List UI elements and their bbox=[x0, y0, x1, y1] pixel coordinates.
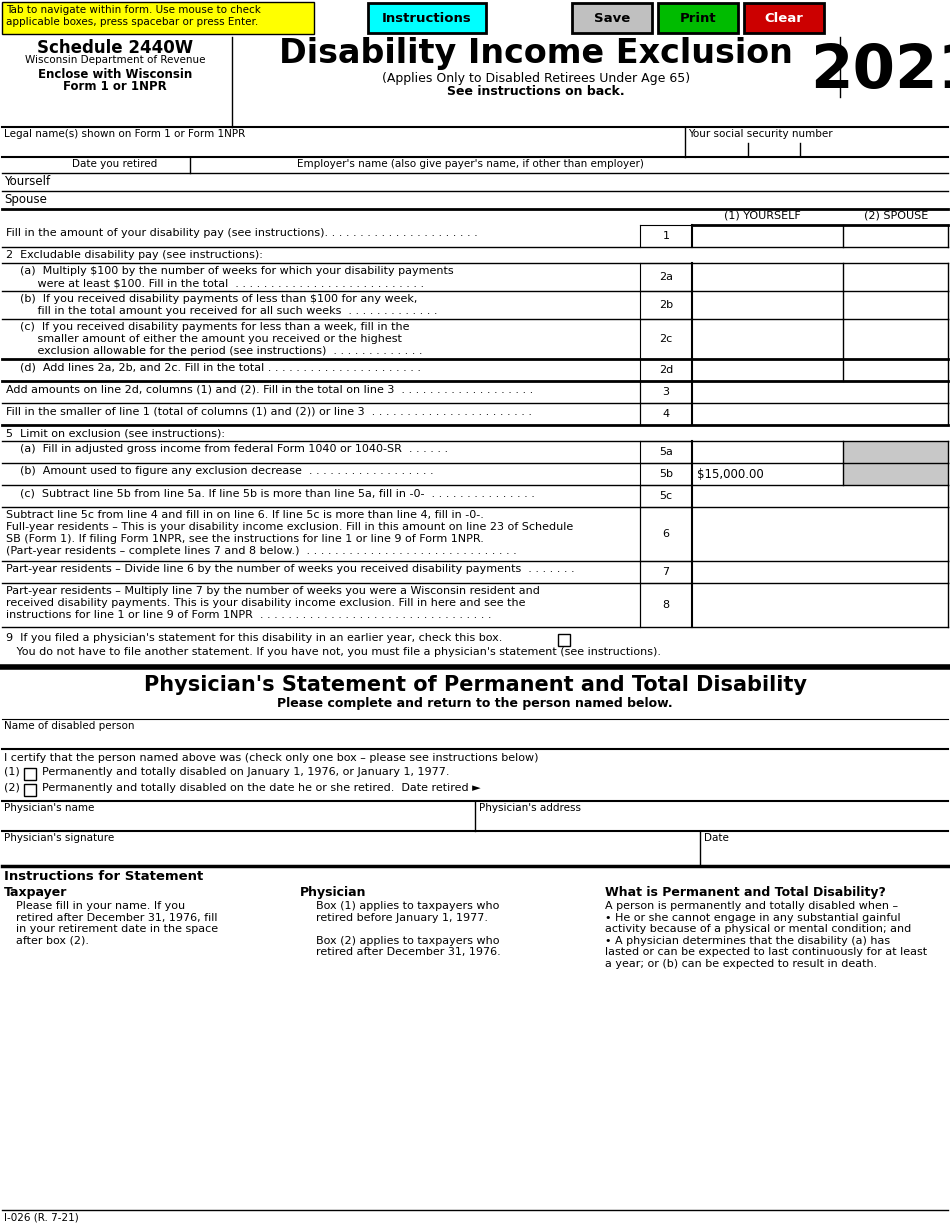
Text: instructions for line 1 or line 9 of Form 1NPR  . . . . . . . . . . . . . . . . : instructions for line 1 or line 9 of For… bbox=[6, 610, 491, 620]
Text: Instructions: Instructions bbox=[382, 11, 472, 25]
Text: (1) YOURSELF: (1) YOURSELF bbox=[724, 212, 800, 221]
Text: 5b: 5b bbox=[659, 469, 673, 478]
Text: Fill in the smaller of line 1 (total of columns (1) and (2)) or line 3  . . . . : Fill in the smaller of line 1 (total of … bbox=[6, 406, 532, 416]
Bar bbox=[2, 2, 314, 34]
Text: Enclose with Wisconsin: Enclose with Wisconsin bbox=[38, 68, 192, 81]
Text: fill in the total amount you received for all such weeks  . . . . . . . . . . . : fill in the total amount you received fo… bbox=[6, 306, 438, 316]
Text: (a)  Multiply $100 by the number of weeks for which your disability payments: (a) Multiply $100 by the number of weeks… bbox=[6, 266, 454, 276]
Text: 4: 4 bbox=[662, 410, 670, 419]
Bar bbox=[658, 2, 738, 33]
Text: (b)  Amount used to figure any exclusion decrease  . . . . . . . . . . . . . . .: (b) Amount used to figure any exclusion … bbox=[6, 466, 433, 476]
Text: (Part-year residents – complete lines 7 and 8 below.)  . . . . . . . . . . . . .: (Part-year residents – complete lines 7 … bbox=[6, 546, 517, 556]
Text: Please complete and return to the person named below.: Please complete and return to the person… bbox=[277, 697, 673, 710]
Text: Clear: Clear bbox=[765, 11, 804, 25]
Text: Add amounts on line 2d, columns (1) and (2). Fill in the total on line 3  . . . : Add amounts on line 2d, columns (1) and … bbox=[6, 384, 533, 394]
Text: Permanently and totally disabled on the date he or she retired.  Date retired ►: Permanently and totally disabled on the … bbox=[42, 784, 481, 793]
Bar bbox=[843, 442, 948, 462]
Text: 2021: 2021 bbox=[810, 42, 950, 101]
Text: applicable boxes, press spacebar or press Enter.: applicable boxes, press spacebar or pres… bbox=[6, 17, 258, 27]
Text: Box (1) applies to taxpayers who
retired before January 1, 1977.

Box (2) applie: Box (1) applies to taxpayers who retired… bbox=[316, 902, 501, 957]
Text: Physician's name: Physician's name bbox=[4, 803, 94, 813]
Text: 2a: 2a bbox=[659, 272, 673, 282]
Text: Physician's signature: Physician's signature bbox=[4, 833, 114, 843]
Text: Subtract line 5c from line 4 and fill in on line 6. If line 5c is more than line: Subtract line 5c from line 4 and fill in… bbox=[6, 510, 484, 520]
Text: 9  If you filed a physician's statement for this disability in an earlier year, : 9 If you filed a physician's statement f… bbox=[6, 633, 503, 643]
Text: 6: 6 bbox=[662, 529, 670, 539]
Text: 8: 8 bbox=[662, 600, 670, 610]
Text: See instructions on back.: See instructions on back. bbox=[447, 85, 625, 98]
Text: SB (Form 1). If filing Form 1NPR, see the instructions for line 1 or line 9 of F: SB (Form 1). If filing Form 1NPR, see th… bbox=[6, 534, 484, 544]
Text: Yourself: Yourself bbox=[4, 175, 50, 188]
Text: What is Permanent and Total Disability?: What is Permanent and Total Disability? bbox=[605, 886, 885, 899]
Text: 1: 1 bbox=[662, 231, 670, 241]
Text: Your social security number: Your social security number bbox=[688, 129, 832, 139]
Text: Part-year residents – Multiply line 7 by the number of weeks you were a Wisconsi: Part-year residents – Multiply line 7 by… bbox=[6, 585, 540, 597]
Bar bbox=[24, 768, 36, 780]
Text: Date: Date bbox=[704, 833, 729, 843]
Bar bbox=[368, 2, 486, 33]
Text: Date you retired: Date you retired bbox=[72, 159, 158, 169]
Text: (c)  Subtract line 5b from line 5a. If line 5b is more than line 5a, fill in -0-: (c) Subtract line 5b from line 5a. If li… bbox=[6, 488, 535, 498]
Text: 2c: 2c bbox=[659, 335, 673, 344]
Bar bbox=[843, 462, 948, 485]
Text: (1): (1) bbox=[4, 768, 20, 777]
Text: Disability Income Exclusion: Disability Income Exclusion bbox=[279, 37, 793, 70]
Text: Physician's Statement of Permanent and Total Disability: Physician's Statement of Permanent and T… bbox=[143, 675, 807, 695]
Text: Physician's address: Physician's address bbox=[479, 803, 581, 813]
Text: I-026 (R. 7-21): I-026 (R. 7-21) bbox=[4, 1213, 79, 1223]
Text: Wisconsin Department of Revenue: Wisconsin Department of Revenue bbox=[25, 55, 205, 65]
Text: Tab to navigate within form. Use mouse to check: Tab to navigate within form. Use mouse t… bbox=[6, 5, 261, 15]
Text: Instructions for Statement: Instructions for Statement bbox=[4, 870, 203, 883]
Bar bbox=[572, 2, 652, 33]
Text: (c)  If you received disability payments for less than a week, fill in the: (c) If you received disability payments … bbox=[6, 322, 409, 332]
Text: were at least $100. Fill in the total  . . . . . . . . . . . . . . . . . . . . .: were at least $100. Fill in the total . … bbox=[6, 278, 424, 288]
Text: (Applies Only to Disabled Retirees Under Age 65): (Applies Only to Disabled Retirees Under… bbox=[382, 73, 690, 85]
Text: 2  Excludable disability pay (see instructions):: 2 Excludable disability pay (see instruc… bbox=[6, 250, 263, 260]
Text: 7: 7 bbox=[662, 567, 670, 577]
Text: 3: 3 bbox=[662, 387, 670, 397]
Text: 5c: 5c bbox=[659, 491, 673, 501]
Text: received disability payments. This is your disability income exclusion. Fill in : received disability payments. This is yo… bbox=[6, 598, 525, 608]
Text: 2b: 2b bbox=[659, 300, 673, 310]
Text: Save: Save bbox=[594, 11, 630, 25]
Text: (2) SPOUSE: (2) SPOUSE bbox=[864, 212, 928, 221]
Text: Form 1 or 1NPR: Form 1 or 1NPR bbox=[63, 80, 167, 93]
Text: smaller amount of either the amount you received or the highest: smaller amount of either the amount you … bbox=[6, 335, 402, 344]
Text: (d)  Add lines 2a, 2b, and 2c. Fill in the total . . . . . . . . . . . . . . . .: (d) Add lines 2a, 2b, and 2c. Fill in th… bbox=[6, 362, 421, 371]
Text: $15,000.00: $15,000.00 bbox=[697, 467, 764, 481]
Text: (2): (2) bbox=[4, 784, 20, 793]
Text: Taxpayer: Taxpayer bbox=[4, 886, 67, 899]
Text: Permanently and totally disabled on January 1, 1976, or January 1, 1977.: Permanently and totally disabled on Janu… bbox=[42, 768, 449, 777]
Text: Schedule 2440W: Schedule 2440W bbox=[37, 39, 193, 57]
Text: Spouse: Spouse bbox=[4, 193, 47, 205]
Text: exclusion allowable for the period (see instructions)  . . . . . . . . . . . . .: exclusion allowable for the period (see … bbox=[6, 346, 423, 355]
Text: Name of disabled person: Name of disabled person bbox=[4, 721, 135, 731]
Text: 5a: 5a bbox=[659, 446, 673, 458]
Text: Print: Print bbox=[679, 11, 716, 25]
Text: Full-year residents – This is your disability income exclusion. Fill in this amo: Full-year residents – This is your disab… bbox=[6, 522, 573, 533]
Text: 2d: 2d bbox=[659, 365, 674, 375]
Text: A person is permanently and totally disabled when –
• He or she cannot engage in: A person is permanently and totally disa… bbox=[605, 902, 927, 969]
Text: Legal name(s) shown on Form 1 or Form 1NPR: Legal name(s) shown on Form 1 or Form 1N… bbox=[4, 129, 245, 139]
Bar bbox=[744, 2, 824, 33]
Text: (a)  Fill in adjusted gross income from federal Form 1040 or 1040-SR  . . . . . : (a) Fill in adjusted gross income from f… bbox=[6, 444, 448, 454]
Text: You do not have to file another statement. If you have not, you must file a phys: You do not have to file another statemen… bbox=[6, 647, 661, 657]
Text: Physician: Physician bbox=[300, 886, 367, 899]
Text: Employer's name (also give payer's name, if other than employer): Employer's name (also give payer's name,… bbox=[296, 159, 643, 169]
Bar bbox=[24, 784, 36, 796]
Text: 5  Limit on exclusion (see instructions):: 5 Limit on exclusion (see instructions): bbox=[6, 428, 225, 438]
Text: I certify that the person named above was (check only one box – please see instr: I certify that the person named above wa… bbox=[4, 753, 539, 763]
Text: Please fill in your name. If you
retired after December 31, 1976, fill
in your r: Please fill in your name. If you retired… bbox=[16, 902, 219, 946]
Text: Fill in the amount of your disability pay (see instructions). . . . . . . . . . : Fill in the amount of your disability pa… bbox=[6, 228, 478, 237]
Bar bbox=[558, 633, 570, 646]
Text: Part-year residents – Divide line 6 by the number of weeks you received disabili: Part-year residents – Divide line 6 by t… bbox=[6, 565, 575, 574]
Text: (b)  If you received disability payments of less than $100 for any week,: (b) If you received disability payments … bbox=[6, 294, 417, 304]
